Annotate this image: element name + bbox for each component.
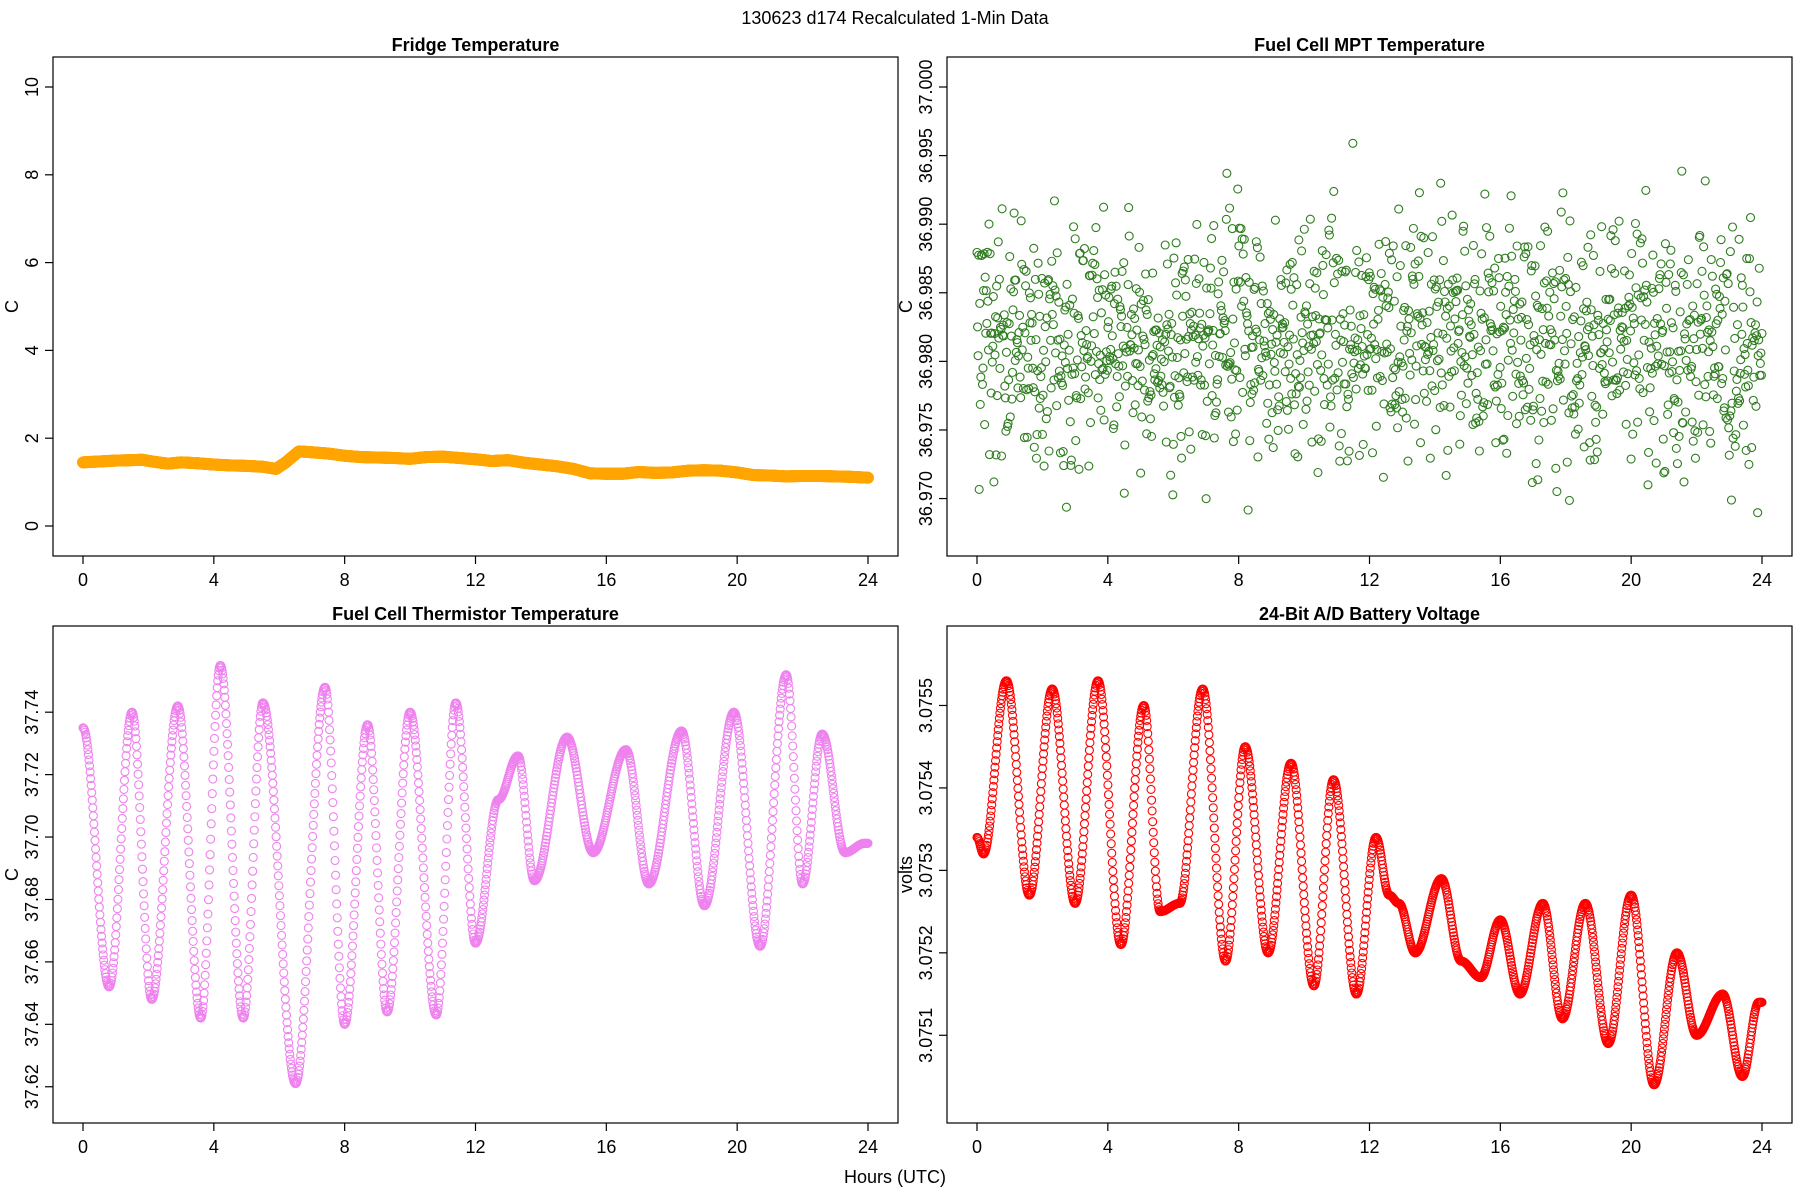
chart-4-x-tick-label: 0 <box>972 1137 982 1157</box>
chart-2-x-tick-label: 0 <box>972 570 982 590</box>
chart-3-y-tick-label: 37.74 <box>22 690 42 735</box>
chart-2-x-tick-label: 12 <box>1359 570 1379 590</box>
chart-3-x-tick-label: 16 <box>596 1137 616 1157</box>
chart-3-x-tick-label: 20 <box>727 1137 747 1157</box>
chart-3-title: Fuel Cell Thermistor Temperature <box>332 604 619 624</box>
chart-1-x-tick-label: 24 <box>858 570 878 590</box>
chart-3-y-tick-label: 37.64 <box>22 1002 42 1047</box>
chart-4-y-tick-label: 3.0751 <box>916 1008 936 1063</box>
chart-2-x-tick-label: 20 <box>1621 570 1641 590</box>
chart-2-y-tick-label: 36.995 <box>916 128 936 183</box>
chart-3-x-tick-label: 24 <box>858 1137 878 1157</box>
figure-title: 130623 d174 Recalculated 1-Min Data <box>741 8 1049 28</box>
chart-4-x-tick-label: 4 <box>1103 1137 1113 1157</box>
chart-3-x-tick-label: 12 <box>465 1137 485 1157</box>
chart-4-y-tick-label: 3.0753 <box>916 843 936 898</box>
chart-2-title: Fuel Cell MPT Temperature <box>1254 35 1485 55</box>
chart-1-x-tick-label: 8 <box>340 570 350 590</box>
chart-1-y-tick-label: 8 <box>22 170 42 180</box>
chart-4-y-axis-label: volts <box>896 856 916 893</box>
chart-2-x-tick-label: 24 <box>1752 570 1772 590</box>
chart-4-y-tick-label: 3.0754 <box>916 760 936 815</box>
chart-4-x-tick-label: 20 <box>1621 1137 1641 1157</box>
chart-2-y-tick-label: 37.000 <box>916 59 936 114</box>
chart-3-y-tick-label: 37.66 <box>22 939 42 984</box>
chart-1-y-tick-label: 4 <box>22 345 42 355</box>
chart-3-y-tick-label: 37.62 <box>22 1064 42 1109</box>
chart-1-x-tick-label: 4 <box>209 570 219 590</box>
chart-2-y-tick-label: 36.970 <box>916 471 936 526</box>
chart-3-y-tick-label: 37.72 <box>22 752 42 797</box>
chart-1-y-tick-label: 6 <box>22 258 42 268</box>
chart-1-x-tick-label: 12 <box>465 570 485 590</box>
chart-2-y-tick-label: 36.990 <box>916 197 936 252</box>
chart-1-y-tick-label: 2 <box>22 433 42 443</box>
chart-3-y-axis-label: C <box>2 868 22 881</box>
chart-3-x-tick-label: 8 <box>340 1137 350 1157</box>
chart-4-x-tick-label: 12 <box>1359 1137 1379 1157</box>
chart-1-point <box>862 471 874 484</box>
chart-2-y-axis-label: C <box>896 300 916 313</box>
chart-2-x-tick-label: 4 <box>1103 570 1113 590</box>
chart-3-x-tick-label: 0 <box>78 1137 88 1157</box>
chart-2-y-tick-label: 36.980 <box>916 334 936 389</box>
chart-1-x-tick-label: 0 <box>78 570 88 590</box>
chart-3-y-tick-label: 37.70 <box>22 815 42 860</box>
chart-4-y-tick-label: 3.0755 <box>916 678 936 733</box>
chart-1-y-axis-label: C <box>2 300 22 313</box>
chart-2-x-tick-label: 16 <box>1490 570 1510 590</box>
chart-2-y-tick-label: 36.975 <box>916 402 936 457</box>
chart-1-title: Fridge Temperature <box>392 35 560 55</box>
chart-1-x-tick-label: 20 <box>727 570 747 590</box>
chart-3-y-tick-label: 37.68 <box>22 877 42 922</box>
chart-4-x-tick-label: 16 <box>1490 1137 1510 1157</box>
chart-3-x-tick-label: 4 <box>209 1137 219 1157</box>
chart-1-y-tick-label: 10 <box>22 77 42 97</box>
chart-1-y-tick-label: 0 <box>22 521 42 531</box>
chart-1-x-tick-label: 16 <box>596 570 616 590</box>
common-x-axis-label: Hours (UTC) <box>844 1167 946 1187</box>
chart-2-y-tick-label: 36.985 <box>916 265 936 320</box>
chart-4-x-tick-label: 8 <box>1234 1137 1244 1157</box>
chart-4-x-tick-label: 24 <box>1752 1137 1772 1157</box>
chart-1-points <box>77 445 874 484</box>
chart-2-x-tick-label: 8 <box>1234 570 1244 590</box>
chart-4-y-tick-label: 3.0752 <box>916 925 936 980</box>
chart-4-title: 24-Bit A/D Battery Voltage <box>1259 604 1480 624</box>
